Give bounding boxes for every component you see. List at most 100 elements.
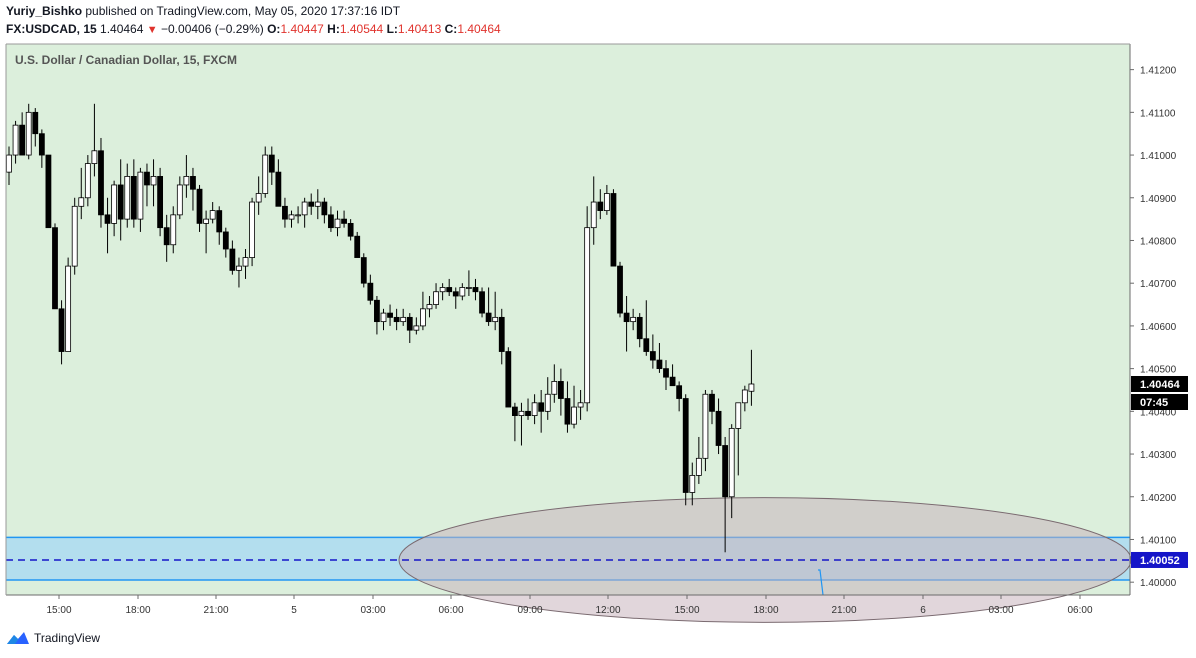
candle[interactable] — [58, 300, 65, 365]
candle[interactable] — [236, 257, 242, 288]
candle[interactable] — [472, 278, 479, 301]
candle[interactable] — [117, 159, 124, 241]
candle[interactable] — [282, 197, 288, 228]
candle[interactable] — [748, 349, 755, 406]
candle[interactable] — [354, 231, 361, 258]
candle[interactable] — [709, 389, 715, 425]
candle[interactable] — [52, 223, 58, 310]
candle[interactable] — [328, 206, 334, 232]
candle[interactable] — [577, 389, 584, 420]
candle[interactable] — [111, 180, 118, 237]
candle[interactable] — [544, 377, 551, 420]
candle[interactable] — [689, 462, 696, 506]
candle[interactable] — [413, 317, 420, 335]
candle[interactable] — [104, 197, 111, 254]
candle[interactable] — [32, 108, 39, 147]
candle[interactable] — [71, 197, 78, 275]
candle[interactable] — [130, 159, 137, 228]
candle[interactable] — [663, 360, 669, 390]
candle[interactable] — [25, 103, 32, 160]
candle[interactable] — [702, 389, 709, 472]
candle[interactable] — [393, 308, 400, 331]
candle[interactable] — [656, 342, 663, 373]
candle[interactable] — [321, 197, 328, 224]
candle[interactable] — [183, 155, 190, 198]
candle[interactable] — [65, 257, 72, 352]
candle[interactable] — [715, 398, 722, 455]
candle[interactable] — [446, 278, 453, 297]
candle[interactable] — [610, 189, 617, 267]
candle[interactable] — [420, 291, 426, 331]
candle[interactable] — [735, 402, 742, 476]
candle[interactable] — [400, 308, 407, 326]
candle[interactable] — [176, 176, 183, 220]
candle[interactable] — [406, 313, 413, 343]
candle[interactable] — [433, 283, 439, 309]
candle[interactable] — [531, 394, 538, 425]
candle[interactable] — [584, 206, 591, 412]
candle[interactable] — [308, 193, 315, 215]
candle[interactable] — [505, 347, 512, 408]
candle[interactable] — [643, 300, 650, 356]
candle[interactable] — [538, 389, 545, 433]
candle[interactable] — [551, 364, 558, 403]
candle[interactable] — [137, 167, 144, 232]
candle[interactable] — [347, 219, 354, 241]
candle[interactable] — [255, 176, 262, 215]
candle[interactable] — [170, 206, 177, 254]
candle[interactable] — [262, 146, 269, 198]
candle[interactable] — [695, 436, 702, 484]
candle[interactable] — [722, 436, 729, 553]
candle[interactable] — [288, 210, 295, 228]
candle[interactable] — [498, 308, 505, 365]
candle[interactable] — [485, 287, 492, 326]
candle[interactable] — [45, 154, 52, 229]
candle[interactable] — [623, 296, 630, 352]
candle[interactable] — [603, 184, 610, 215]
candle[interactable] — [511, 402, 518, 442]
candle[interactable] — [374, 296, 380, 335]
candle[interactable] — [190, 167, 196, 211]
candle[interactable] — [341, 210, 347, 228]
candle[interactable] — [728, 424, 735, 519]
author-name[interactable]: Yuriy_Bishko — [6, 4, 83, 18]
candle[interactable] — [479, 287, 485, 318]
candle[interactable] — [124, 163, 131, 228]
candle[interactable] — [682, 394, 689, 506]
candle[interactable] — [222, 227, 229, 258]
candle[interactable] — [426, 296, 433, 318]
candle[interactable] — [229, 240, 236, 275]
candle[interactable] — [12, 120, 19, 164]
candle[interactable] — [525, 398, 531, 420]
candle[interactable] — [98, 137, 104, 228]
candle[interactable] — [676, 381, 683, 412]
candle[interactable] — [295, 206, 301, 224]
candle[interactable] — [630, 308, 637, 331]
candle[interactable] — [268, 146, 275, 185]
candle[interactable] — [163, 214, 170, 262]
candle[interactable] — [144, 163, 150, 207]
candle[interactable] — [84, 155, 91, 207]
candle[interactable] — [564, 381, 571, 433]
candle[interactable] — [636, 313, 643, 348]
candle[interactable] — [465, 270, 472, 297]
candle[interactable] — [492, 291, 499, 331]
candle[interactable] — [380, 308, 387, 331]
candle[interactable] — [216, 206, 223, 245]
candle[interactable] — [19, 112, 26, 156]
candle[interactable] — [301, 197, 308, 228]
candle[interactable] — [439, 283, 446, 301]
candle[interactable] — [242, 249, 249, 279]
candle[interactable] — [367, 274, 374, 305]
candle[interactable] — [209, 202, 216, 224]
candle[interactable] — [91, 103, 98, 177]
candle[interactable] — [590, 176, 597, 245]
candle[interactable] — [275, 159, 282, 207]
candle[interactable] — [741, 385, 748, 412]
candle[interactable] — [249, 197, 255, 267]
candle[interactable] — [334, 210, 341, 237]
candle[interactable] — [196, 184, 203, 232]
tradingview-logo-icon[interactable] — [6, 630, 30, 646]
candle[interactable] — [669, 364, 676, 387]
